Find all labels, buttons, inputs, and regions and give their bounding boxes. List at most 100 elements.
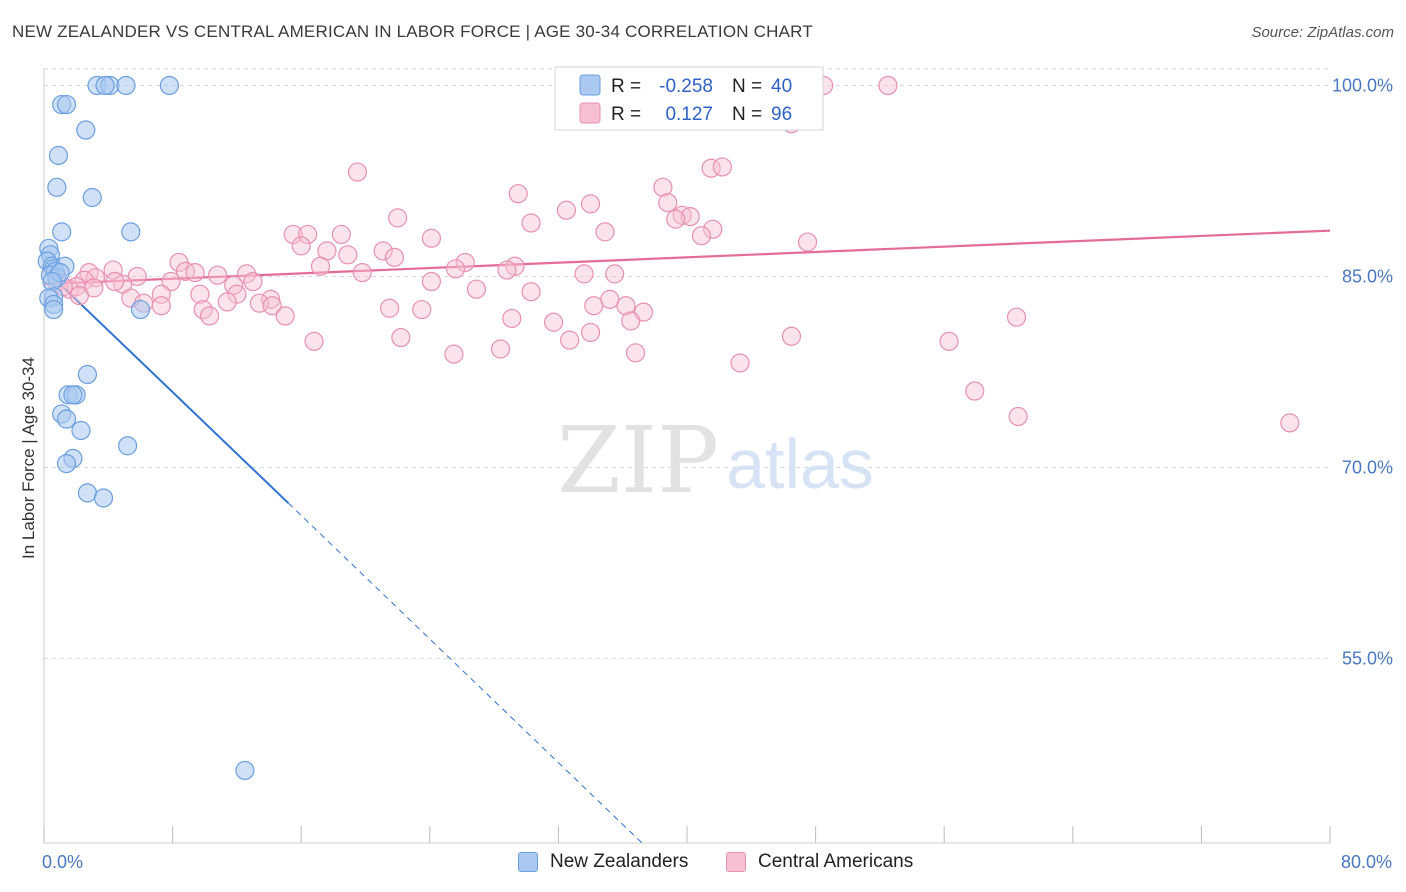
ca-point-14 [580, 194, 601, 214]
ca-point-91 [490, 339, 511, 359]
legend-label-central-americans: Central Americans [758, 851, 914, 872]
ca-point-6 [347, 162, 368, 182]
nz-point-6 [56, 94, 77, 115]
ca-point-79 [543, 312, 564, 332]
nz-point-35 [71, 420, 91, 441]
ca-point-59 [105, 271, 125, 292]
nz-point-38 [56, 453, 77, 474]
ca-point-69 [380, 298, 400, 318]
ca-point-37 [497, 260, 517, 280]
legend-n-value-1: 40 [771, 76, 792, 97]
ca-point-27 [291, 236, 311, 256]
nz-point-27 [44, 299, 64, 320]
nz-point-29 [77, 364, 98, 385]
nz-point-2 [95, 75, 115, 96]
ca-point-70 [412, 299, 432, 320]
ca-point-51 [243, 271, 263, 292]
source-label: Source: ZipAtlas.com [1251, 24, 1394, 41]
x-tick-min: 0.0% [42, 852, 83, 872]
ca-point-26 [797, 232, 818, 252]
ca-point-45 [85, 268, 106, 288]
ca-point-78 [275, 306, 295, 326]
ca-point-62 [151, 284, 171, 304]
ca-point-46 [175, 261, 196, 281]
ca-point-20 [283, 224, 303, 245]
legend-swatch-central-americans [726, 852, 746, 872]
legend-r-label-2: R = [611, 104, 641, 125]
ca-point-32 [455, 252, 475, 273]
series-new-zealanders-points [37, 75, 255, 781]
ca-point-30 [373, 241, 393, 261]
y-tick-label-85: 85.0% [1342, 266, 1393, 286]
legend-n-value-2: 96 [771, 104, 792, 125]
legend-n-label-2: N = [732, 104, 762, 125]
ca-point-31 [384, 247, 405, 267]
nz-trend-line [43, 268, 290, 504]
ca-point-44 [236, 264, 257, 284]
watermark-atlas: atlas [726, 425, 874, 503]
ca-point-3 [878, 75, 898, 96]
ca-point-9 [653, 177, 673, 197]
ca-point-18 [703, 219, 723, 239]
ca-point-36 [445, 259, 466, 279]
ca-point-85 [580, 322, 601, 343]
ca-point-63 [190, 284, 210, 304]
nz-point-9 [47, 177, 67, 197]
nz-point-39 [77, 483, 98, 503]
gridlines [44, 68, 1330, 659]
nz-point-32 [63, 385, 83, 405]
ca-point-94 [939, 331, 959, 351]
ca-point-35 [352, 263, 372, 283]
legend-swatch-new-zealanders [518, 852, 538, 872]
nz-point-4 [159, 75, 179, 96]
ca-point-17 [680, 207, 700, 227]
watermark-zip: ZIP [557, 407, 719, 514]
ca-point-80 [600, 289, 620, 309]
legend-r-label-1: R = [611, 76, 641, 97]
ca-point-48 [185, 263, 205, 283]
ca-point-98 [1008, 406, 1028, 427]
ca-point-19 [666, 209, 686, 229]
nz-point-40 [93, 488, 114, 508]
nz-point-11 [52, 222, 72, 242]
ca-point-75 [151, 296, 171, 316]
axes [43, 68, 1331, 844]
ca-point-96 [730, 353, 750, 373]
ca-point-10 [508, 184, 528, 204]
nz-point-3 [116, 75, 136, 96]
y-tick-label-100: 100.0% [1332, 75, 1393, 95]
ca-point-39 [605, 264, 625, 284]
ca-point-38 [574, 264, 594, 284]
ca-point-99 [1280, 413, 1300, 433]
ca-point-21 [298, 224, 318, 245]
ca-point-11 [658, 192, 678, 213]
ca-point-61 [69, 285, 89, 306]
ca-point-90 [625, 343, 646, 363]
ca-point-15 [388, 208, 408, 228]
nz-point-10 [82, 187, 102, 208]
legend-r-value-2: 0.127 [665, 104, 713, 125]
ca-point-95 [1006, 307, 1027, 327]
ca-point-88 [391, 327, 411, 348]
ca-point-64 [227, 284, 247, 304]
nz-point-34 [56, 409, 77, 429]
legend-item-new-zealanders: New Zealanders [518, 851, 688, 873]
ca-point-22 [331, 224, 351, 245]
ca-point-24 [595, 222, 615, 242]
y-tick-labels: 55.0% 70.0% 85.0% 100.0% [1332, 75, 1393, 668]
ca-point-13 [556, 200, 577, 220]
legend-swatch-pink [579, 102, 601, 124]
chart-title: NEW ZEALANDER VS CENTRAL AMERICAN IN LAB… [12, 22, 813, 41]
watermark: ZIP atlas [557, 407, 874, 514]
ca-point-25 [691, 226, 712, 246]
ca-point-34 [310, 256, 331, 276]
ca-point-93 [781, 326, 802, 346]
nz-trend-extension [287, 502, 643, 844]
nz-point-7 [76, 120, 96, 140]
legend-r-value-1: -0.258 [659, 76, 713, 97]
ca-point-66 [261, 289, 281, 309]
ca-point-52 [421, 271, 442, 292]
nz-point-28 [130, 299, 151, 320]
series-central-americans-points [47, 75, 1300, 433]
ca-point-77 [199, 306, 220, 326]
